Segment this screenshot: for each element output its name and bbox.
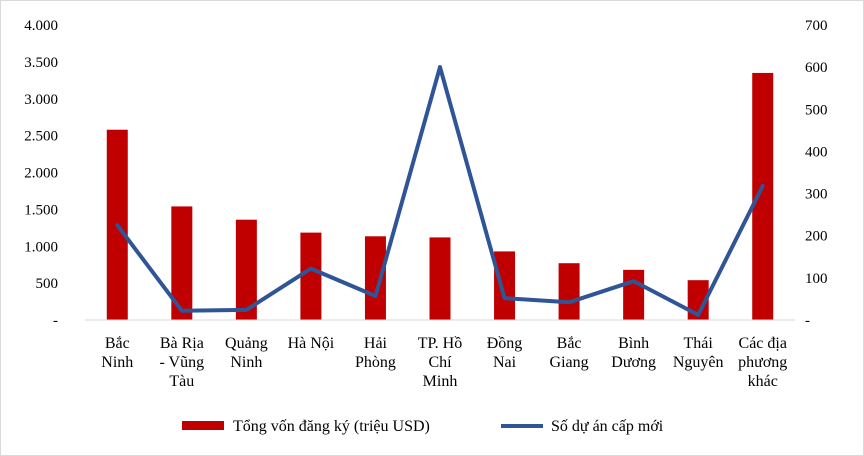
category-label: Bình Dương — [611, 335, 656, 371]
legend: Tổng vốn đăng ký (triệu USD) Số dự án cấ… — [182, 418, 664, 435]
category-label: Bắc Ninh — [101, 335, 133, 371]
left-tick-label: 2.500 — [24, 129, 58, 145]
left-tick-label: 4.000 — [24, 18, 58, 34]
bar — [235, 219, 257, 320]
bar — [752, 72, 774, 320]
right-tick-label: 700 — [805, 18, 828, 34]
bar — [623, 269, 645, 320]
left-tick-label: 2.000 — [24, 166, 58, 182]
left-tick-label: 1.500 — [24, 202, 58, 218]
left-tick-label: 3.500 — [24, 55, 58, 71]
right-tick-label: - — [805, 313, 810, 329]
left-axis-ticks: - 500 1.000 1.500 2.000 2.500 3.000 3.500 4.000 — [24, 18, 58, 329]
legend-bar-swatch — [182, 421, 224, 430]
left-tick-label: 1.000 — [24, 239, 58, 255]
bar — [171, 206, 193, 320]
right-tick-label: 500 — [805, 102, 828, 118]
left-tick-label: 3.000 — [24, 92, 58, 108]
category-label: Hải Phòng — [355, 335, 396, 371]
bar — [558, 263, 580, 320]
bar — [494, 251, 516, 320]
bars-layer — [106, 72, 774, 320]
category-label: TP. Hồ Chí Minh — [418, 335, 462, 390]
category-label: Các địa phương khác — [738, 335, 787, 390]
right-axis-ticks: - 100 200 300 400 500 600 700 — [805, 18, 828, 329]
left-tick-label: 500 — [36, 276, 59, 292]
category-label: Thái Nguyên — [673, 335, 724, 371]
bar — [364, 236, 386, 320]
bar — [429, 237, 451, 320]
category-labels: Bắc Ninh Bà Rịa - Vũng Tàu Quảng Ninh Hà Nội Hải… — [101, 335, 787, 390]
category-label: Bà Rịa - Vũng Tàu — [160, 335, 205, 390]
category-label: Hà Nội — [288, 335, 335, 352]
line-layer — [115, 65, 765, 317]
left-tick-label: - — [53, 313, 58, 329]
category-label: Bắc Giang — [550, 335, 589, 371]
bar — [300, 232, 322, 320]
legend-line-label: Số dự án cấp mới — [551, 418, 664, 435]
legend-bar-label: Tổng vốn đăng ký (triệu USD) — [233, 418, 430, 435]
category-label: Quảng Ninh — [225, 335, 268, 371]
right-tick-label: 300 — [805, 187, 828, 203]
category-label: Đồng Nai — [487, 335, 523, 371]
right-tick-label: 600 — [805, 60, 828, 76]
right-tick-label: 100 — [805, 271, 828, 287]
right-tick-label: 200 — [805, 229, 828, 245]
right-tick-label: 400 — [805, 144, 828, 160]
